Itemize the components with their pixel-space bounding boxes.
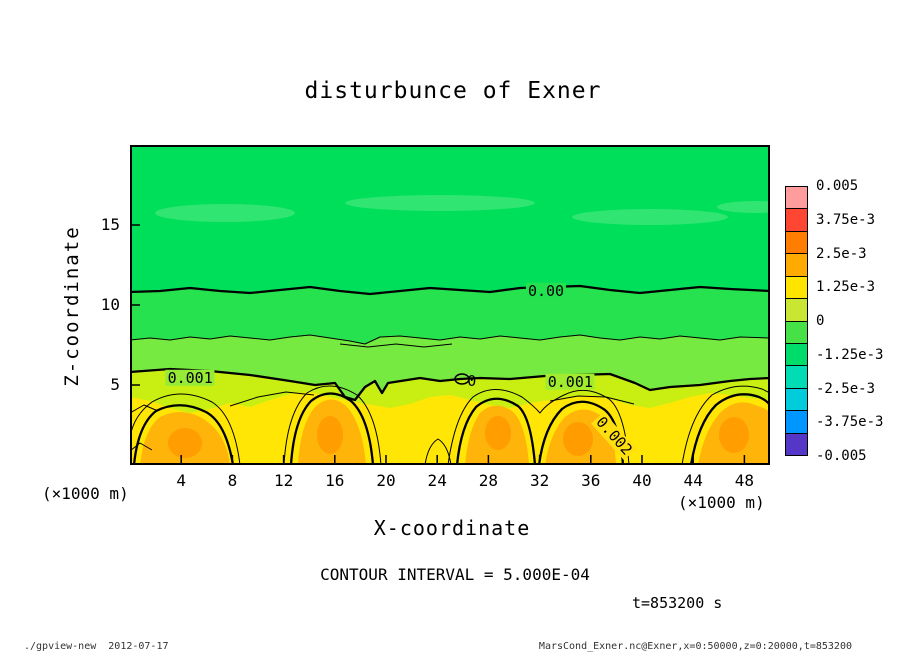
colorbar-cell — [786, 387, 807, 411]
light-patch — [345, 195, 535, 211]
contour-0p002 — [132, 404, 235, 465]
thin-contour — [549, 395, 635, 405]
colorbar-label: 2.5e-3 — [816, 245, 867, 262]
contour-plot — [130, 145, 770, 465]
x-tick-label: 28 — [478, 471, 499, 490]
x-tick-label: 40 — [632, 471, 652, 490]
colorbar-cell — [786, 253, 807, 276]
thin-contour-lines — [130, 334, 770, 465]
colorbar-cell — [786, 187, 807, 209]
thick-contour-lines — [130, 284, 770, 465]
thin-contour — [130, 334, 770, 345]
plot-frame — [130, 145, 770, 465]
y-tick-label: 10 — [100, 295, 120, 314]
colorbar-cell — [786, 320, 807, 343]
contour-label: 0.001 — [545, 372, 595, 391]
colorbar-label: -0.005 — [816, 448, 867, 464]
x-unit-label-right: (×1000 m) — [678, 493, 765, 512]
x-axis-label: X-coordinate — [373, 516, 531, 540]
x-tick-label: 48 — [734, 471, 755, 490]
x-tick-label: 44 — [683, 471, 703, 490]
time-caption: t=853200 s — [632, 594, 723, 612]
contour-0p001 — [130, 367, 770, 402]
thin-contour — [339, 343, 453, 348]
colorbar-cell — [786, 275, 807, 299]
zero-contour — [130, 284, 770, 296]
colorbar-cell — [786, 230, 807, 254]
zero-closed-contour — [454, 373, 470, 385]
x-tick-label: 8 — [227, 471, 238, 490]
axis-tick-marks — [132, 224, 746, 463]
footer-datasource-text: MarsCond_Exner.nc@Exner,x=0:50000,z=0:20… — [538, 641, 852, 652]
colorbar-label: 0.005 — [816, 178, 859, 194]
thin-contour — [681, 385, 770, 465]
orange-core — [168, 428, 202, 458]
contour-label: 0 — [467, 371, 477, 390]
colorbar-label: 0 — [816, 313, 825, 329]
thin-contour — [229, 391, 315, 407]
contour-0p002 — [289, 392, 375, 465]
page-title: disturbunce of Exner — [304, 78, 602, 104]
orange-core — [317, 416, 343, 454]
footer-command-text: ./gpview-new 2012-07-17 — [24, 641, 169, 652]
contour-0p002 — [455, 397, 537, 465]
thin-contour — [130, 404, 159, 414]
y-tick-label: 15 — [100, 215, 120, 234]
colorbar-label: 1.25e-3 — [816, 279, 876, 296]
colorbar-cell — [786, 410, 807, 433]
x-tick-label: 16 — [325, 471, 345, 490]
orange-core — [719, 417, 749, 453]
y-tick-label: 5 — [110, 375, 120, 394]
contour-label: 0.00 — [525, 281, 567, 300]
thin-contour — [130, 393, 241, 465]
x-tick-label: 32 — [529, 471, 550, 490]
orange-core — [485, 416, 511, 450]
thin-contour — [283, 385, 382, 465]
colorbar-cell — [786, 298, 807, 321]
colorbar-label: -3.75e-3 — [816, 414, 884, 431]
x-tick-label: 4 — [176, 471, 187, 490]
x-tick-label: 20 — [376, 471, 396, 490]
thin-contour — [424, 438, 452, 465]
contour-interval-caption: CONTOUR INTERVAL = 5.000E-04 — [320, 565, 590, 584]
x-tick-label: 12 — [273, 471, 294, 490]
colorbar-cell — [786, 342, 807, 366]
thin-contour — [130, 442, 153, 452]
colorbar-cell — [786, 432, 807, 456]
region-orange-blobs — [140, 399, 770, 465]
orange-core — [563, 422, 593, 456]
colorbar-cell — [786, 365, 807, 388]
orange-cores — [168, 416, 749, 458]
colorbar-label: -1.25e-3 — [816, 346, 884, 363]
x-tick-label: 24 — [427, 471, 447, 490]
colorbar — [785, 186, 808, 456]
light-patch — [717, 201, 770, 213]
colorbar-label: -2.5e-3 — [816, 380, 876, 397]
x-tick-label: 36 — [581, 471, 601, 490]
thin-contour — [447, 389, 630, 465]
colorbar-cell — [786, 208, 807, 231]
colorbar-label: 3.75e-3 — [816, 211, 876, 228]
contour-label: 0.001 — [165, 368, 215, 387]
contour-0p002 — [689, 393, 770, 465]
x-unit-label-left: (×1000 m) — [42, 484, 129, 503]
light-green-patches — [155, 195, 770, 225]
light-patch — [155, 204, 295, 222]
light-patch — [572, 209, 728, 225]
